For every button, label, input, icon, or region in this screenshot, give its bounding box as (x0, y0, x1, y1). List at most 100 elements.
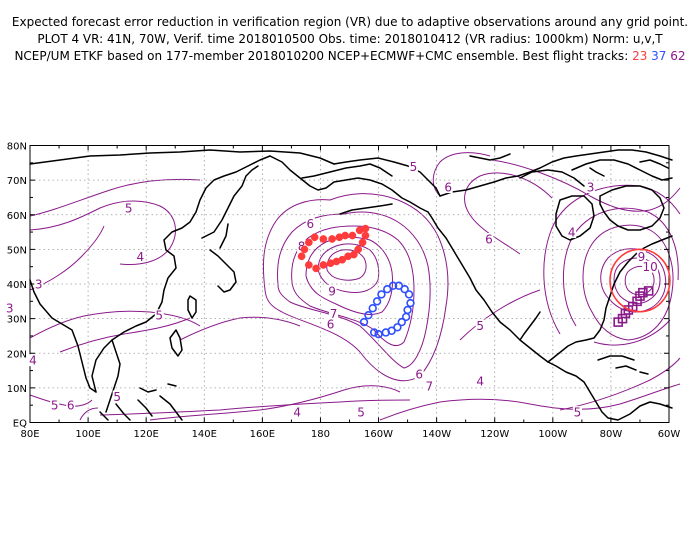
track-point (368, 304, 377, 313)
track-point (300, 245, 309, 254)
contour-label-bg (28, 354, 38, 367)
lon-label: 120W (480, 429, 509, 440)
lon-label: 100W (538, 429, 567, 440)
track-point (372, 297, 382, 306)
track-point (383, 284, 392, 294)
contour-label: 4 (137, 250, 145, 264)
track-point (312, 264, 320, 273)
verification-circle (609, 248, 671, 313)
contour-label: 5 (410, 160, 418, 174)
track-point (348, 231, 357, 240)
track-point (613, 317, 623, 327)
contour-label-bg (124, 201, 134, 214)
contour-label: 5 (357, 406, 365, 420)
contour-label-bg (66, 399, 76, 412)
contour-label: 4 (29, 354, 37, 368)
contour-label: 5 (113, 390, 121, 404)
plot-title: Expected forecast error reduction in ver… (0, 14, 700, 65)
track-point (374, 330, 383, 339)
contour-label-bg (292, 406, 302, 419)
contour-label: 7 (426, 380, 434, 394)
title-line-3: NCEP/UM ETKF based on 177-member 2018010… (0, 48, 700, 65)
track-point (358, 238, 367, 247)
track-point (643, 286, 654, 296)
lon-label: 120E (133, 429, 158, 440)
track-point (381, 328, 391, 337)
contour-label-bg (408, 160, 418, 173)
contour-label: 5 (476, 319, 484, 333)
lat-label: 70N (7, 176, 27, 187)
longitude-labels: 80E 100E 120E 140E 160E 180 160W 140W 120W 100W 80… (20, 429, 680, 440)
contour-label: 6 (306, 217, 314, 231)
lat-label: 10N (7, 384, 27, 395)
contour-label: 4 (293, 406, 301, 420)
flight-tracks (297, 224, 654, 339)
contour-label-bg (154, 309, 164, 322)
flight-track-62 (613, 286, 654, 327)
track-point (304, 261, 313, 269)
contour-label-bg (326, 317, 336, 330)
track-point (361, 224, 370, 233)
lon-label: 80E (20, 429, 39, 440)
contour-label-bg (475, 319, 485, 332)
contour-label-bg (5, 302, 15, 315)
contour-label: 4 (568, 226, 576, 240)
title-line-1: Expected forecast error reduction in ver… (11, 15, 689, 29)
contour-field (29, 152, 681, 421)
track-point (397, 317, 406, 327)
contour-label-bg (443, 181, 453, 194)
title-line-2: PLOT 4 VR: 41N, 70W, Verif. time 2018010… (37, 32, 663, 46)
flight-track-23 (297, 224, 370, 273)
contour-label: 5 (155, 309, 163, 323)
lon-label: 60W (658, 429, 681, 440)
track-62-label: 62 (670, 49, 686, 63)
lat-label: 50N (7, 245, 27, 256)
contour-label: 7 (330, 307, 338, 321)
track-point (328, 235, 336, 243)
contour-label: 10 (642, 260, 657, 274)
track-point (354, 245, 363, 254)
contour-label-bg (586, 181, 596, 194)
track-point (406, 298, 415, 308)
contour-label: 9 (638, 250, 646, 264)
lat-label: 40N (7, 280, 27, 291)
contour-label-bg (424, 380, 434, 393)
track-point (394, 281, 404, 290)
contour-label-bg (297, 239, 307, 252)
track-point (297, 252, 306, 261)
track-point (364, 310, 373, 320)
contour-label: 9 (328, 284, 336, 298)
track-point (341, 231, 349, 240)
contour-label-bg (573, 406, 583, 419)
contour-label-bg (50, 399, 60, 412)
contour-label: 6 (327, 317, 335, 331)
verification-region (609, 248, 671, 313)
track-point (404, 290, 414, 299)
flight-track-37 (359, 281, 415, 339)
contour-label-bg (327, 284, 337, 297)
track-point (403, 305, 412, 315)
contour-label-bg (305, 217, 315, 230)
contour-label-bg (484, 232, 494, 245)
lon-label: 80W (600, 429, 623, 440)
contour-label: 4 (476, 374, 484, 388)
lat-label: EQ (13, 419, 27, 430)
track-point (369, 328, 379, 337)
track-point (400, 284, 409, 294)
track-point (310, 233, 319, 242)
contour-label: 5 (574, 406, 582, 420)
track-point (388, 281, 398, 290)
contour-label: 6 (485, 232, 493, 246)
contour-label-bg (475, 374, 485, 387)
contour-label-bg (112, 390, 122, 403)
lat-label: 80N (7, 142, 27, 153)
lat-label: 20N (7, 349, 27, 360)
track-point (401, 312, 411, 322)
contour-label: 3 (6, 302, 14, 316)
track-point (635, 291, 645, 301)
track-point (359, 317, 369, 327)
track-point (393, 323, 402, 332)
track-point (326, 259, 335, 268)
